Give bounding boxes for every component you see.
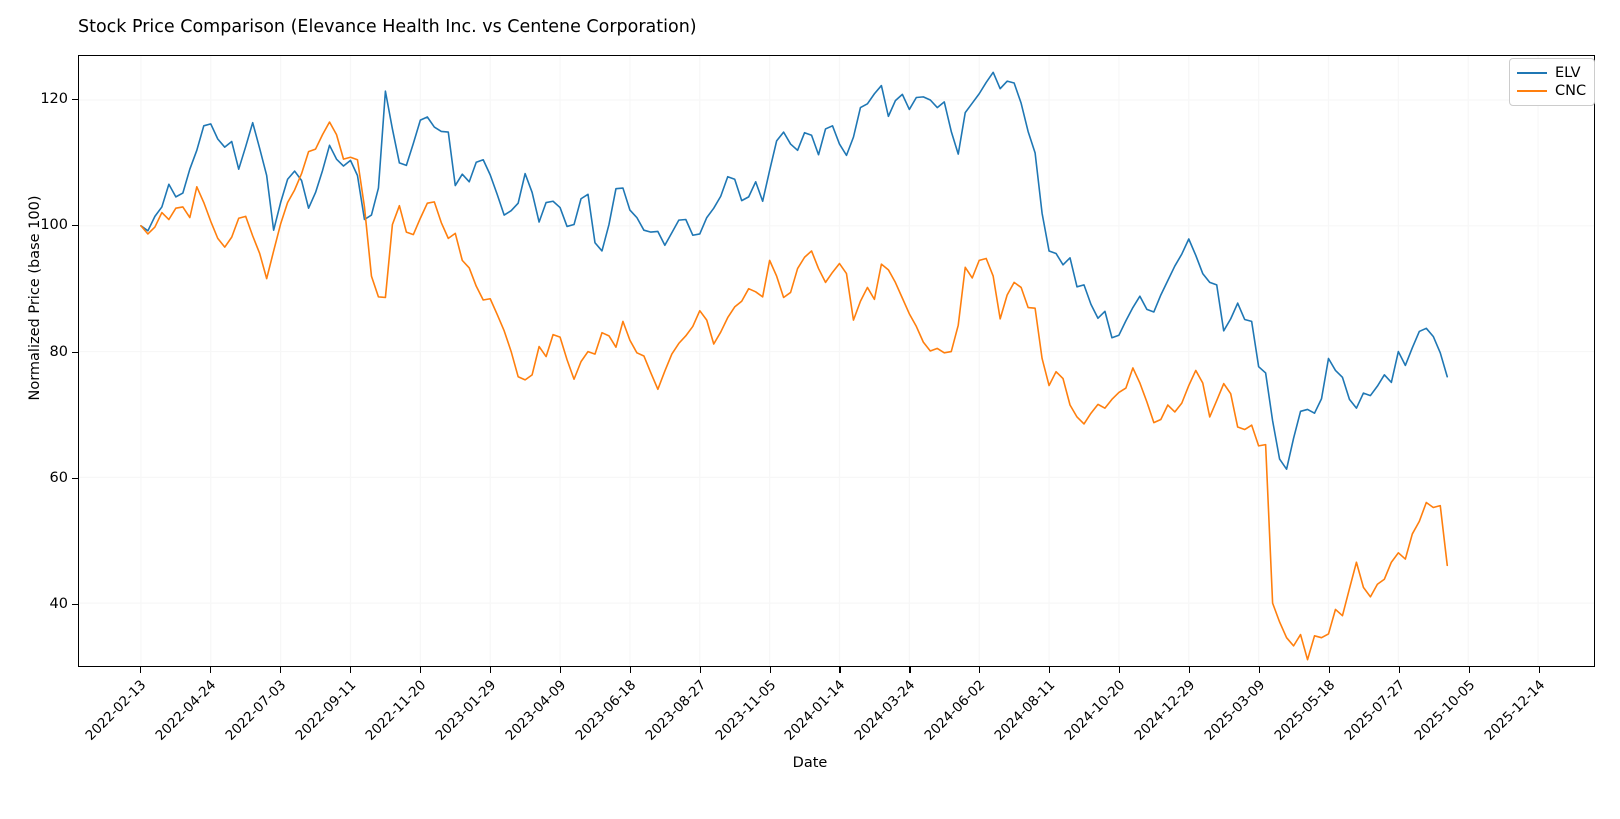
x-tick-mark (1259, 667, 1261, 673)
x-tick-mark (279, 667, 281, 673)
x-tick-label: 2023-06-18 (572, 677, 639, 744)
y-tick-label: 80 (49, 343, 68, 360)
x-tick-mark (699, 667, 701, 673)
y-axis-tick-labels: 40 60 80 100 120 (0, 55, 68, 667)
x-tick-mark (839, 667, 841, 673)
plot-svg (79, 56, 1594, 666)
x-tick-label: 2022-02-13 (82, 677, 150, 744)
y-tick-label: 60 (49, 469, 68, 486)
chart-legend[interactable]: ELV CNC (1509, 58, 1596, 106)
legend-label: CNC (1555, 83, 1587, 99)
x-tick-label: 2024-01-14 (781, 677, 849, 744)
legend-item-elv[interactable]: ELV (1517, 64, 1586, 82)
x-tick-label: 2022-11-20 (362, 677, 430, 744)
x-tick-mark (909, 667, 911, 673)
x-tick-label: 2025-10-05 (1411, 677, 1479, 744)
y-tick-mark (72, 225, 78, 227)
x-tick-label: 2023-11-05 (712, 677, 779, 744)
x-tick-label: 2023-04-09 (502, 677, 570, 744)
x-tick-label: 2024-12-29 (1131, 677, 1199, 744)
x-tick-label: 2024-06-02 (921, 677, 989, 744)
y-axis-label: Normalized Price (base 100) (27, 195, 43, 401)
x-tick-mark (489, 667, 491, 673)
y-tick-mark (72, 99, 78, 101)
x-tick-mark (1538, 667, 1541, 673)
y-tick-label: 120 (40, 91, 68, 108)
x-tick-label: 2023-01-29 (432, 677, 500, 744)
x-tick-mark (1329, 667, 1331, 673)
x-tick-mark (1049, 667, 1051, 673)
x-tick-label: 2025-12-14 (1481, 677, 1549, 744)
y-tick-mark (72, 477, 78, 479)
legend-swatch-cnc (1517, 90, 1547, 92)
plot-area (78, 55, 1595, 667)
x-tick-label: 2023-08-27 (642, 677, 709, 744)
series-line-elv (140, 71, 1449, 470)
x-tick-label: 2024-03-24 (851, 677, 919, 744)
y-tick-mark (72, 603, 78, 605)
page-title: Stock Price Comparison (Elevance Health … (78, 17, 697, 37)
x-tick-label: 2022-04-24 (152, 677, 220, 744)
y-tick-mark (72, 351, 78, 353)
x-tick-mark (419, 667, 421, 673)
legend-label: ELV (1555, 65, 1581, 81)
x-tick-mark (349, 667, 351, 673)
x-tick-label: 2022-07-03 (222, 677, 290, 744)
legend-item-cnc[interactable]: CNC (1517, 82, 1586, 100)
x-tick-mark (140, 667, 142, 673)
x-tick-mark (1189, 667, 1191, 673)
y-tick-label: 100 (40, 217, 68, 234)
x-tick-label: 2024-10-20 (1061, 677, 1129, 744)
x-axis-label: Date (792, 755, 828, 771)
x-tick-mark (1399, 667, 1401, 673)
y-tick-label: 40 (49, 595, 68, 612)
legend-swatch-elv (1517, 72, 1547, 74)
x-tick-label: 2025-05-18 (1271, 677, 1339, 744)
x-tick-mark (209, 667, 212, 673)
x-tick-mark (769, 667, 771, 673)
x-tick-mark (629, 667, 631, 673)
x-tick-mark (979, 667, 981, 673)
x-tick-label: 2025-07-27 (1341, 677, 1409, 744)
x-tick-mark (559, 667, 561, 673)
series-line-cnc (140, 121, 1449, 661)
x-tick-mark (1119, 667, 1121, 673)
x-tick-mark (1469, 667, 1471, 673)
x-tick-label: 2024-08-11 (991, 677, 1059, 744)
x-tick-label: 2022-09-11 (292, 677, 360, 744)
x-tick-label: 2025-03-09 (1201, 677, 1269, 744)
